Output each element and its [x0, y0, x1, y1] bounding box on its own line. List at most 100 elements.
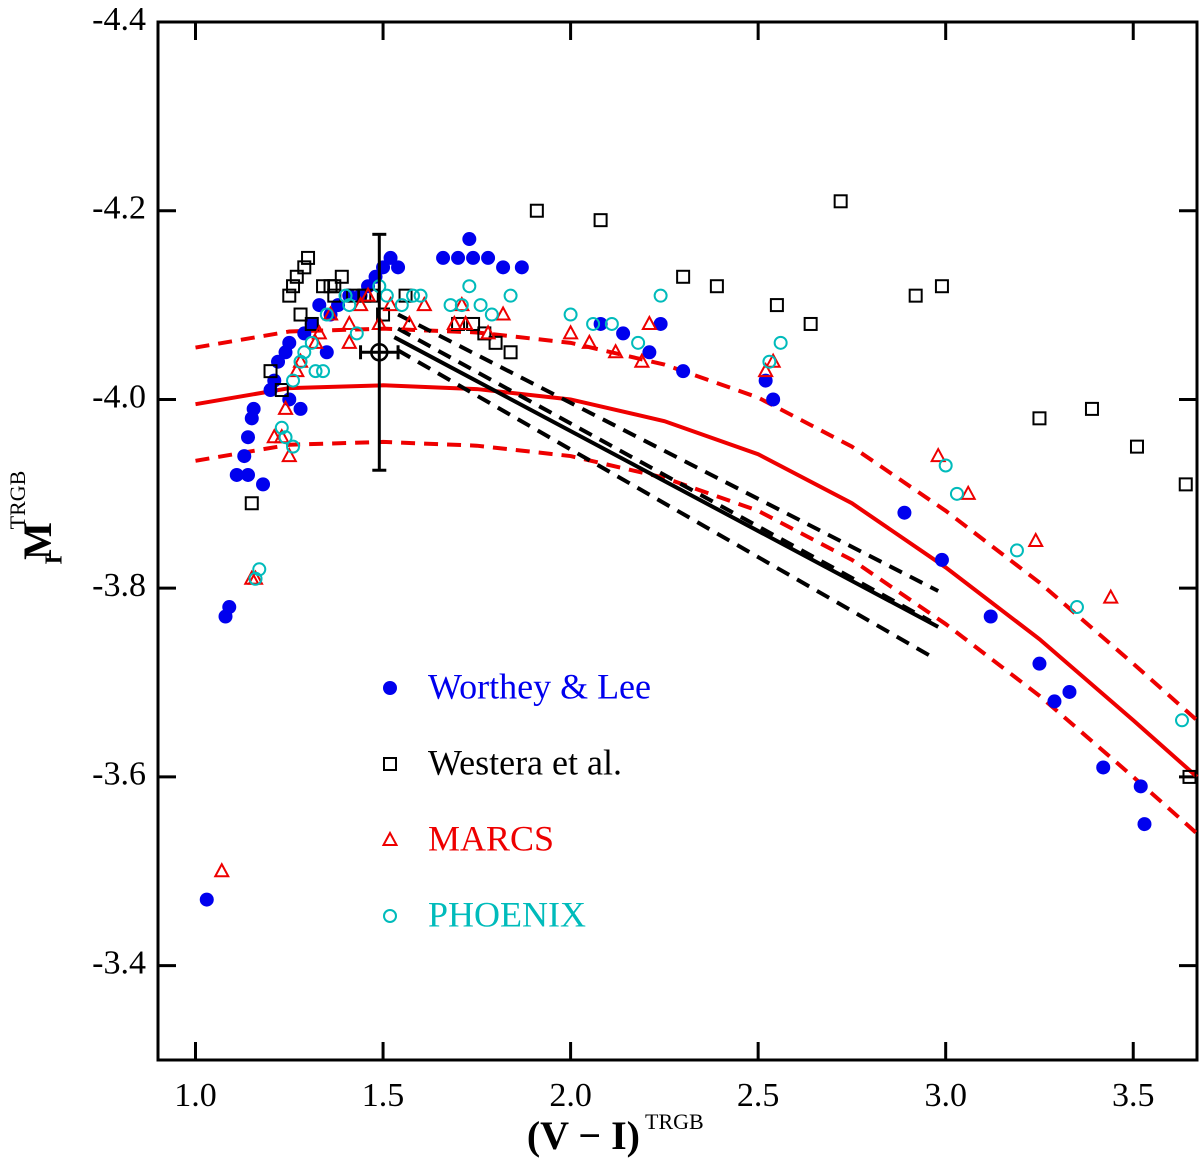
data-point [304, 316, 319, 331]
data-point [376, 307, 391, 322]
error-point [370, 343, 389, 362]
data-point [342, 298, 357, 313]
y-tick-label: -3.8 [92, 567, 146, 604]
data-point [709, 279, 724, 294]
data-point [244, 496, 259, 511]
data-point [282, 288, 297, 303]
y-title-main: M [15, 522, 60, 560]
data-point [1178, 477, 1193, 492]
data-point [292, 352, 309, 368]
data-point [327, 279, 342, 294]
data-point [349, 326, 364, 341]
data-point [213, 862, 230, 878]
data-point [252, 562, 267, 577]
data-point [401, 314, 418, 330]
data-point [563, 307, 578, 322]
data-point [503, 288, 518, 303]
data-point [304, 335, 319, 350]
y-tick-label: -4.0 [92, 378, 146, 415]
data-point [391, 260, 406, 275]
data-point [293, 401, 308, 416]
data-point [1009, 543, 1024, 558]
data-point [949, 486, 964, 501]
x-tick-label: 2.0 [549, 1077, 592, 1114]
data-point [451, 250, 466, 265]
data-point [653, 316, 668, 331]
data-point [293, 307, 308, 322]
data-point [379, 288, 394, 303]
y-title-sup: TRGB [5, 471, 30, 530]
data-point [833, 194, 848, 209]
data-point [494, 305, 512, 321]
data-point [653, 288, 668, 303]
data-point [277, 399, 294, 415]
data-point [286, 279, 301, 294]
data-point [301, 250, 316, 265]
data-point [1069, 600, 1084, 615]
data-point [462, 279, 477, 294]
data-point [934, 279, 949, 294]
data-point [1129, 439, 1144, 454]
data-point [286, 373, 301, 388]
data-point [406, 288, 421, 303]
legend-marker [383, 757, 397, 771]
data-point [1047, 694, 1062, 709]
y-axis-title-text: M [15, 522, 60, 560]
data-point [1137, 817, 1152, 832]
data-point [316, 364, 331, 379]
plot-frame [156, 20, 1199, 1062]
data-point [383, 250, 398, 265]
data-point [247, 569, 264, 585]
data-point [481, 250, 496, 265]
data-point [616, 326, 631, 341]
data-point [908, 288, 923, 303]
data-point [289, 269, 304, 284]
x-tick-label: 1.0 [174, 1077, 217, 1114]
data-point [241, 430, 256, 445]
data-point [934, 552, 949, 567]
data-point [631, 335, 646, 350]
data-point [267, 373, 282, 388]
legend-label: Westera et al. [428, 742, 622, 782]
data-point [484, 307, 499, 322]
data-point [359, 286, 377, 302]
data-point [316, 279, 331, 294]
data-point [604, 316, 619, 331]
y-axis-title: M I TRGB [5, 471, 67, 565]
y-tick-label: -3.4 [92, 944, 146, 981]
data-point [1032, 411, 1047, 426]
data-point [278, 430, 293, 445]
data-point [274, 383, 289, 398]
data-point [1062, 684, 1077, 699]
x-axis-title: (V − I) [527, 1113, 640, 1158]
x-tick-label: 3.5 [1112, 1077, 1155, 1114]
data-point [766, 392, 781, 407]
x-axis-title-sup: TRGB [645, 1109, 704, 1134]
data-point [1096, 760, 1111, 775]
data-point [323, 307, 338, 322]
x-tick-label: 2.5 [737, 1077, 780, 1114]
data-point [457, 314, 474, 330]
y-title-sub: I [42, 555, 68, 564]
data-point [757, 362, 774, 378]
data-point [586, 316, 601, 331]
x-tick-label: 1.5 [362, 1077, 405, 1114]
data-point [676, 364, 691, 379]
data-point [304, 316, 319, 331]
data-point [593, 213, 608, 228]
data-point [479, 324, 497, 340]
legend-marker [381, 830, 399, 846]
data-point [562, 324, 579, 340]
y-tick-label: -4.4 [92, 1, 146, 38]
data-point [930, 446, 947, 463]
data-point [803, 316, 818, 331]
data-point [454, 298, 469, 313]
data-point [394, 298, 409, 313]
data-point [473, 298, 488, 313]
data-point [241, 467, 256, 482]
data-point [413, 288, 428, 303]
fit-line [393, 335, 940, 629]
fit-line [195, 439, 1199, 836]
fit-line [397, 326, 932, 623]
